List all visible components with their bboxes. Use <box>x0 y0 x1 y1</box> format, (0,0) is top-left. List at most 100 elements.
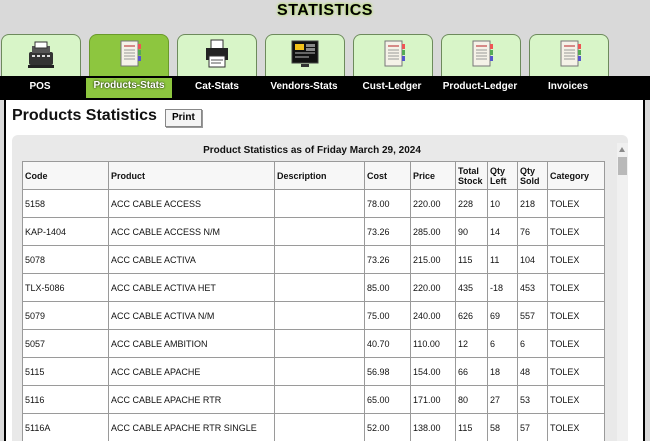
page-title: Products Statistics <box>12 107 157 124</box>
report-container: Product Statistics as of Friday March 29… <box>12 135 628 441</box>
table-cell: 90 <box>455 217 488 246</box>
table-row[interactable]: 5158 ACC CABLE ACCESS 78.00 220.00 228 10 218 T… <box>22 189 605 218</box>
tab-vendors-stats[interactable] <box>265 34 345 76</box>
notebook-icon <box>472 40 493 67</box>
table-row[interactable]: 5116 ACC CABLE APACHE RTR 65.00 171.00 80 27 5… <box>22 385 605 414</box>
notebook-icon <box>384 40 405 67</box>
column-header-cost[interactable]: Cost <box>364 161 411 190</box>
table-row[interactable]: 5078 ACC CABLE ACTIVA 73.26 215.00 115 11 104 T… <box>22 245 605 274</box>
table-cell: 285.00 <box>410 217 456 246</box>
notebook-icon <box>560 40 581 67</box>
table-row[interactable]: 5079 ACC CABLE ACTIVA N/M 75.00 240.00 626 69… <box>22 301 605 330</box>
table-cell: ACC CABLE ACTIVA HET <box>108 273 275 302</box>
tab-label-cat-stats[interactable]: Cat-Stats <box>195 81 239 92</box>
table-cell: 52.00 <box>364 413 411 441</box>
monitor-icon <box>291 40 319 67</box>
tab-bar <box>0 34 650 82</box>
table-cell: 154.00 <box>410 357 456 386</box>
tab-label-cust-ledger[interactable]: Cust-Ledger <box>362 81 422 92</box>
table-cell: 73.26 <box>364 217 411 246</box>
tab-label-invoices[interactable]: Invoices <box>547 81 589 92</box>
column-header-price[interactable]: Price <box>410 161 456 190</box>
table-cell: 10 <box>487 189 518 218</box>
print-button[interactable]: Print <box>165 109 202 127</box>
table-cell: ACC CABLE APACHE <box>108 357 275 386</box>
table-cell: 5057 <box>22 329 109 358</box>
column-header-qty-left[interactable]: Qty Left <box>487 161 518 190</box>
table-cell: TOLEX <box>547 273 605 302</box>
table-cell: 76 <box>517 217 548 246</box>
scroll-thumb[interactable] <box>618 157 627 175</box>
table-cell: TOLEX <box>547 189 605 218</box>
table-cell: 115 <box>455 413 488 441</box>
table-cell: 115 <box>455 245 488 274</box>
column-header-product[interactable]: Product <box>108 161 275 190</box>
table-cell: 27 <box>487 385 518 414</box>
table-scrollbar[interactable] <box>617 143 628 441</box>
table-cell: 5116A <box>22 413 109 441</box>
table-cell: 228 <box>455 189 488 218</box>
table-cell: 138.00 <box>410 413 456 441</box>
column-header-qty-sold[interactable]: Qty Sold <box>517 161 548 190</box>
table-cell: 78.00 <box>364 189 411 218</box>
table-cell: 104 <box>517 245 548 274</box>
table-cell: KAP-1404 <box>22 217 109 246</box>
table-cell: 5116 <box>22 385 109 414</box>
tab-label-product-ledger[interactable]: Product-Ledger <box>442 81 518 92</box>
table-cell: ACC CABLE APACHE RTR SINGLE <box>108 413 275 441</box>
tab-label-products-stats[interactable]: Products-Stats <box>86 78 172 98</box>
table-cell: 11 <box>487 245 518 274</box>
table-cell <box>274 217 365 246</box>
table-cell: 215.00 <box>410 245 456 274</box>
scroll-up-arrow-icon[interactable] <box>619 147 625 152</box>
tab-label-pos[interactable]: POS <box>29 81 51 92</box>
table-cell: TOLEX <box>547 245 605 274</box>
table-cell: 69 <box>487 301 518 330</box>
table-cell: 18 <box>487 357 518 386</box>
table-cell <box>274 357 365 386</box>
table-cell: ACC CABLE ACTIVA <box>108 245 275 274</box>
tab-cat-stats[interactable] <box>177 34 257 76</box>
table-cell: 5115 <box>22 357 109 386</box>
table-row[interactable]: 5116A ACC CABLE APACHE RTR SINGLE 52.00 138… <box>22 413 605 441</box>
table-cell: 80 <box>455 385 488 414</box>
tab-label-vendors-stats[interactable]: Vendors-Stats <box>270 81 338 92</box>
table-cell: 65.00 <box>364 385 411 414</box>
table-cell: 218 <box>517 189 548 218</box>
table-row[interactable]: 5057 ACC CABLE AMBITION 40.70 110.00 12 6 6 TOL… <box>22 329 605 358</box>
table-row[interactable]: TLX-5086 ACC CABLE ACTIVA HET 85.00 220.00 4… <box>22 273 605 302</box>
cash-register-icon <box>28 41 54 68</box>
report-caption: Product Statistics as of Friday March 29… <box>203 145 421 156</box>
tab-cust-ledger[interactable] <box>353 34 433 76</box>
table-cell: 53 <box>517 385 548 414</box>
tab-invoices[interactable] <box>529 34 609 76</box>
product-stats-table: Code Product Description Cost Price Tota… <box>22 161 605 441</box>
table-cell: 12 <box>455 329 488 358</box>
table-row[interactable]: KAP-1404 ACC CABLE ACCESS N/M 73.26 285.00 9… <box>22 217 605 246</box>
column-header-total-stock[interactable]: Total Stock <box>455 161 488 190</box>
table-cell <box>274 189 365 218</box>
table-row[interactable]: 5115 ACC CABLE APACHE 56.98 154.00 66 18 48 TOL… <box>22 357 605 386</box>
table-cell: 5079 <box>22 301 109 330</box>
table-cell <box>274 329 365 358</box>
table-cell: TOLEX <box>547 217 605 246</box>
table-cell: TLX-5086 <box>22 273 109 302</box>
table-cell: TOLEX <box>547 413 605 441</box>
table-cell: 453 <box>517 273 548 302</box>
table-cell: 5078 <box>22 245 109 274</box>
table-cell: 6 <box>517 329 548 358</box>
column-header-code[interactable]: Code <box>22 161 109 190</box>
table-cell: 58 <box>487 413 518 441</box>
column-header-category[interactable]: Category <box>547 161 605 190</box>
printer-icon <box>206 39 228 68</box>
table-cell: TOLEX <box>547 357 605 386</box>
column-header-description[interactable]: Description <box>274 161 365 190</box>
tab-product-ledger[interactable] <box>441 34 521 76</box>
tab-pos[interactable] <box>1 34 81 76</box>
table-cell: 220.00 <box>410 273 456 302</box>
tab-products-stats[interactable] <box>89 34 169 82</box>
table-cell: 56.98 <box>364 357 411 386</box>
table-cell: ACC CABLE ACCESS <box>108 189 275 218</box>
table-cell <box>274 413 365 441</box>
table-cell: 73.26 <box>364 245 411 274</box>
